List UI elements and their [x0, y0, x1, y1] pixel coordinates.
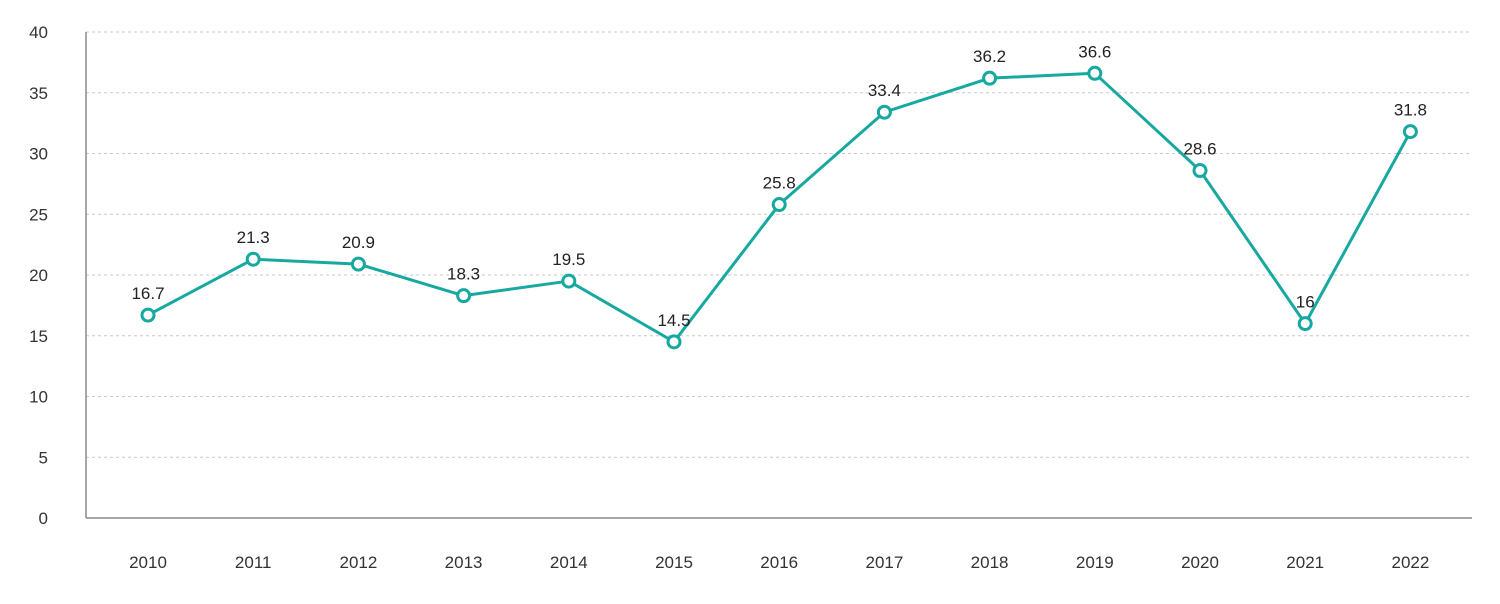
data-point-marker [1087, 65, 1103, 81]
y-tick-label: 40 [29, 23, 48, 42]
y-axis-tick-labels: 0 5 10 15 20 25 30 35 40 [29, 23, 48, 528]
data-label: 31.8 [1394, 101, 1427, 120]
y-tick-label: 25 [29, 205, 48, 224]
data-point-marker [876, 104, 892, 120]
data-labels: 16.7 21.3 20.9 18.3 19.5 14.5 25.8 33.4 36.2 36.6… [131, 42, 1426, 330]
y-tick-label: 35 [29, 84, 48, 103]
data-point-marker [456, 288, 472, 304]
x-tick-label: 2011 [235, 553, 272, 572]
grid-lines [86, 31, 1472, 458]
x-tick-label: 2010 [129, 553, 167, 572]
x-tick-label: 2021 [1286, 553, 1324, 572]
data-point-marker [1402, 124, 1418, 140]
axes [85, 32, 1472, 519]
data-point-marker [561, 273, 577, 289]
y-tick-label: 5 [39, 448, 48, 467]
data-label: 25.8 [763, 174, 796, 193]
data-point-marker [666, 334, 682, 350]
x-tick-label: 2022 [1391, 553, 1429, 572]
data-point-marker [1297, 316, 1313, 332]
y-tick-label: 30 [29, 145, 48, 164]
data-label: 21.3 [237, 228, 270, 247]
data-label: 33.4 [868, 81, 901, 100]
data-label: 20.9 [342, 233, 375, 252]
y-tick-label: 0 [39, 509, 48, 528]
y-tick-label: 15 [29, 327, 48, 346]
y-tick-label: 10 [29, 388, 48, 407]
data-label: 14.5 [657, 311, 690, 330]
x-tick-label: 2018 [971, 553, 1009, 572]
data-label: 16 [1296, 293, 1315, 312]
data-point-marker [245, 251, 261, 267]
x-tick-label: 2012 [339, 553, 377, 572]
data-point-markers [140, 65, 1418, 350]
data-label: 16.7 [131, 284, 164, 303]
x-tick-label: 2014 [550, 553, 588, 572]
data-label: 36.6 [1078, 42, 1111, 61]
data-point-marker [771, 197, 787, 213]
x-tick-label: 2020 [1181, 553, 1219, 572]
x-axis-tick-labels: 2010 2011 2012 2013 2014 2015 2016 2017 2018 2019… [129, 553, 1429, 572]
x-tick-label: 2019 [1076, 553, 1114, 572]
data-label: 18.3 [447, 265, 480, 284]
x-tick-label: 2015 [655, 553, 693, 572]
data-label: 19.5 [552, 250, 585, 269]
x-tick-label: 2016 [760, 553, 798, 572]
data-point-marker [350, 256, 366, 272]
x-tick-label: 2013 [445, 553, 483, 572]
data-point-marker [140, 307, 156, 323]
y-tick-label: 20 [29, 266, 48, 285]
data-label: 28.6 [1183, 140, 1216, 159]
data-label: 36.2 [973, 47, 1006, 66]
data-point-marker [1192, 163, 1208, 179]
x-tick-label: 2017 [865, 553, 903, 572]
data-point-marker [982, 70, 998, 86]
